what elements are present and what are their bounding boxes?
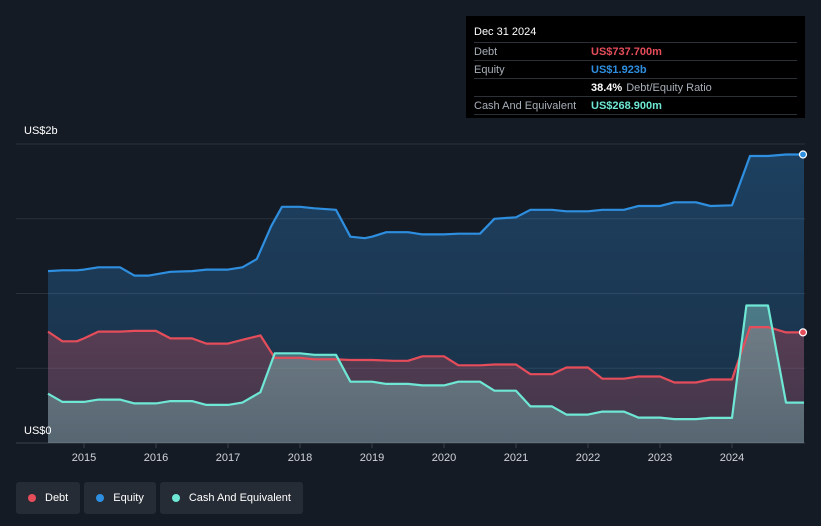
legend-label-debt: Debt <box>45 492 69 504</box>
legend: Debt Equity Cash And Equivalent <box>16 482 303 514</box>
tooltip-label-debt: Debt <box>474 46 498 58</box>
equity-line <box>47 153 804 277</box>
area-fills <box>48 154 804 443</box>
tooltip-date: Dec 31 2024 <box>474 24 797 43</box>
tooltip-panel: Dec 31 2024 Debt US$737.700m Equity US$1… <box>466 16 805 118</box>
legend-dot-equity-icon <box>96 494 105 502</box>
x-tick-label: 2016 <box>144 452 168 464</box>
legend-item-equity[interactable]: Equity <box>84 482 156 514</box>
x-tick-label: 2017 <box>216 452 240 464</box>
x-axis-ticks: 2015 2016 2017 2018 2019 2020 2021 2022 2023 2024 <box>72 443 744 464</box>
debt-line <box>47 326 804 384</box>
tooltip-label-cash: Cash And Equivalent <box>474 100 577 112</box>
cash-and-equivalent-area <box>48 305 804 443</box>
tooltip-value-equity: US$1.923b <box>591 64 647 76</box>
tooltip-row-equity: Equity US$1.923b <box>474 61 797 79</box>
tooltip-row-cash: Cash And Equivalent US$268.900m <box>474 97 797 115</box>
legend-item-cash[interactable]: Cash And Equivalent <box>159 482 303 514</box>
equity-end-marker <box>798 150 808 159</box>
legend-dot-debt-icon <box>28 494 36 502</box>
x-tick-label: 2015 <box>72 452 96 464</box>
legend-label-cash: Cash And Equivalent <box>188 492 291 504</box>
legend-label-equity: Equity <box>113 492 144 504</box>
tooltip-value-debt: US$737.700m <box>591 46 662 58</box>
y-axis-max-label: US$2b <box>24 125 58 137</box>
x-tick-label: 2018 <box>288 452 312 464</box>
x-tick-label: 2020 <box>432 452 456 464</box>
x-tick-label: 2022 <box>576 452 600 464</box>
legend-item-debt[interactable]: Debt <box>16 482 81 514</box>
tooltip-value-cash: US$268.900m <box>591 100 662 112</box>
y-axis-min-label: US$0 <box>24 425 52 437</box>
x-tick-label: 2021 <box>504 452 528 464</box>
cash-and-equivalent-line <box>47 304 804 421</box>
legend-dot-cash-icon <box>171 494 180 502</box>
series-lines <box>47 150 808 421</box>
tooltip-row-ratio: 38.4% Debt/Equity Ratio <box>474 79 797 97</box>
x-tick-label: 2024 <box>720 452 744 464</box>
x-tick-label: 2019 <box>360 452 384 464</box>
debt-end-marker <box>798 328 808 337</box>
tooltip-value-ratio: 38.4% <box>591 82 623 94</box>
tooltip-ratio-suffix: Debt/Equity Ratio <box>626 82 712 94</box>
tooltip-label-equity: Equity <box>474 64 505 76</box>
tooltip-row-debt: Debt US$737.700m <box>474 43 797 61</box>
x-tick-label: 2023 <box>648 452 672 464</box>
